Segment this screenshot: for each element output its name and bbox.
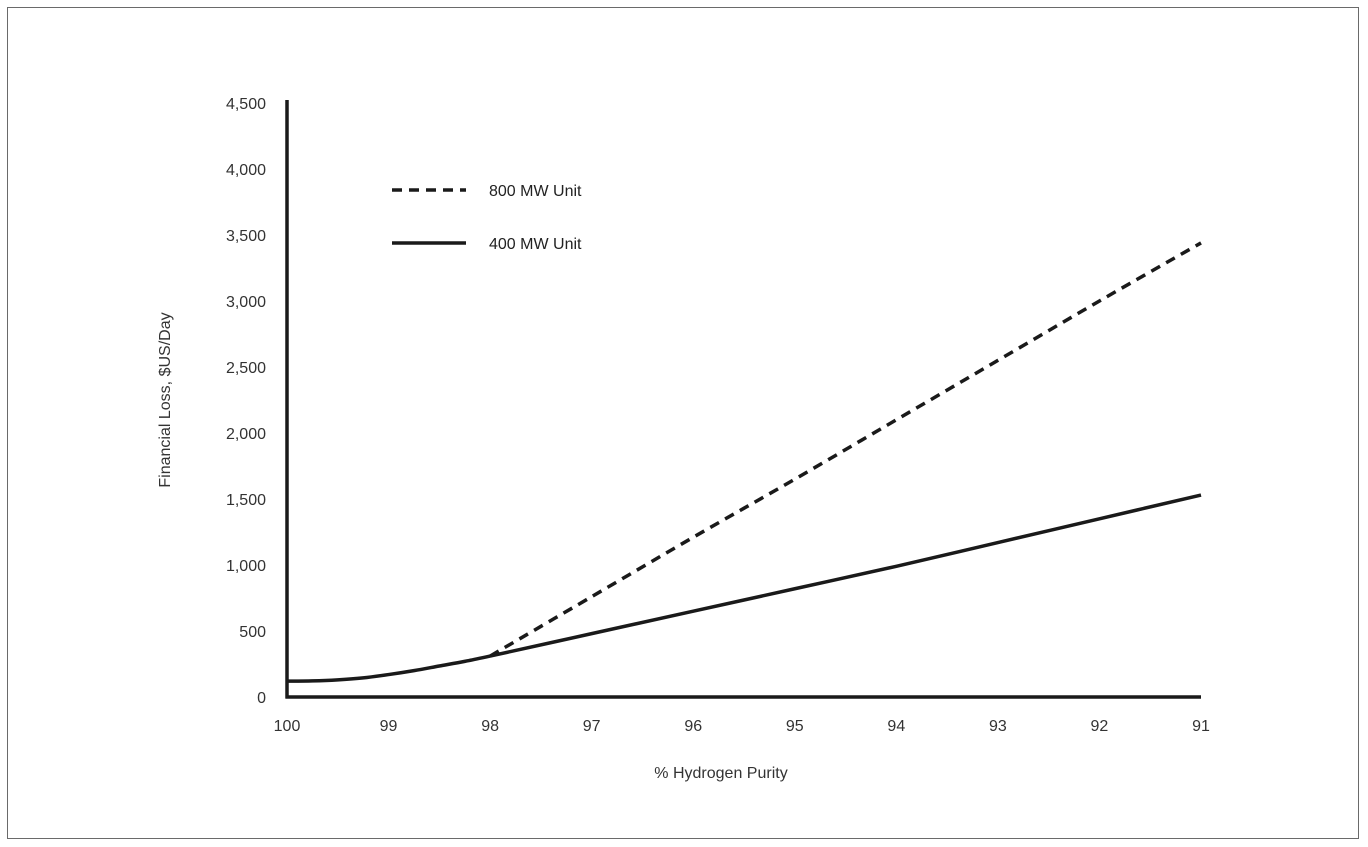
x-tick-label: 95 <box>786 718 804 735</box>
x-tick-label: 97 <box>583 718 601 735</box>
y-tick-label: 1,000 <box>226 558 266 575</box>
tick-labels: 0 500 1,000 1,500 2,000 2,500 3,000 3,500 4,000 4… <box>226 96 1210 735</box>
x-tick-label: 96 <box>684 718 702 735</box>
x-tick-label: 99 <box>380 718 398 735</box>
x-tick-label: 92 <box>1091 718 1109 735</box>
x-tick-label: 100 <box>274 718 301 735</box>
y-tick-label: 2,500 <box>226 360 266 377</box>
y-tick-label: 1,500 <box>226 492 266 509</box>
x-tick-label: 94 <box>887 718 905 735</box>
legend-label-400-mw-unit: 400 MW Unit <box>489 236 582 253</box>
y-tick-label: 4,000 <box>226 162 266 179</box>
chart-frame <box>7 7 1359 839</box>
legend-label-800-mw-unit: 800 MW Unit <box>489 183 582 200</box>
series-lines <box>286 241 1202 683</box>
x-axis-title: % Hydrogen Purity <box>654 765 787 782</box>
x-tick-label: 98 <box>481 718 499 735</box>
y-tick-label: 0 <box>257 690 266 707</box>
axes <box>285 100 1201 699</box>
legend: 800 MW Unit 400 MW Unit <box>392 183 582 253</box>
series-line-800-mw-unit <box>489 241 1202 658</box>
y-tick-label: 2,000 <box>226 426 266 443</box>
y-tick-label: 500 <box>239 624 266 641</box>
y-tick-label: 4,500 <box>226 96 266 113</box>
y-tick-label: 3,000 <box>226 294 266 311</box>
series-line-400-mw-unit <box>286 493 1202 683</box>
x-tick-label: 93 <box>989 718 1007 735</box>
x-tick-label: 91 <box>1192 718 1210 735</box>
y-axis-title: Financial Loss, $US/Day <box>157 312 174 487</box>
y-tick-label: 3,500 <box>226 228 266 245</box>
